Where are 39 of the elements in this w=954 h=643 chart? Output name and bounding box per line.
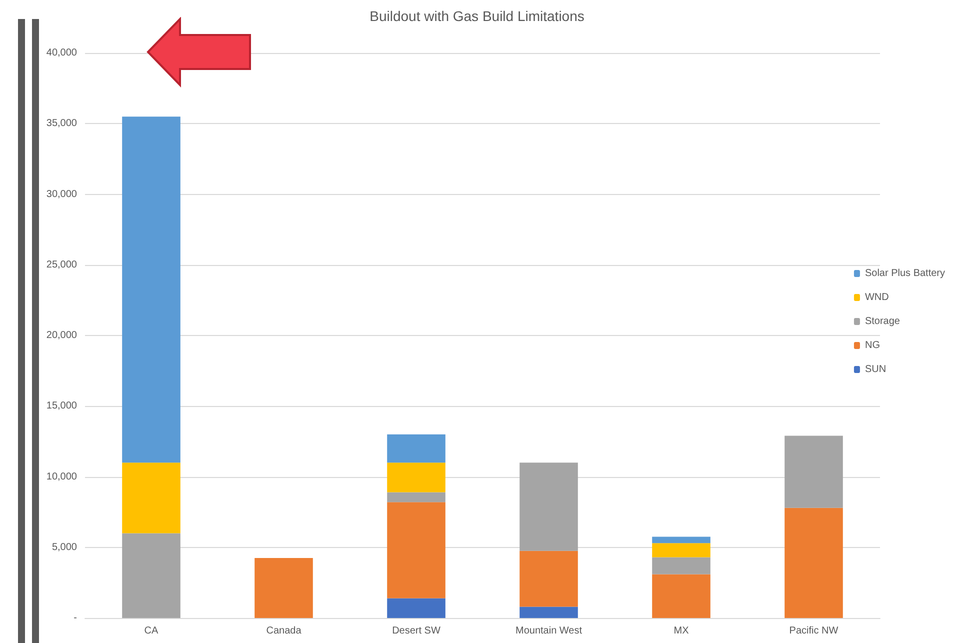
legend-label: NG — [864, 340, 880, 351]
legend-label: Solar Plus Battery — [864, 268, 946, 279]
legend-label: SUN — [864, 364, 886, 375]
y-tick-label: 25,000 — [46, 259, 78, 270]
y-tick-label: - — [74, 612, 77, 624]
bar — [122, 116, 180, 463]
bar — [122, 462, 180, 534]
chart-title: Buildout with Gas Build Limitations — [370, 8, 584, 24]
y-tick-label: 10,000 — [46, 471, 78, 482]
y-tick-label: 35,000 — [46, 118, 78, 130]
y-tick-label: 40,000 — [46, 48, 78, 58]
y-tick-label: 5,000 — [52, 542, 78, 553]
bar — [652, 557, 710, 574]
bar — [387, 502, 446, 598]
bar — [652, 543, 710, 558]
bar — [520, 550, 578, 607]
legend-label: Storage — [864, 316, 900, 327]
bar — [784, 508, 843, 618]
legend-label: WND — [864, 292, 889, 303]
y-tick-label: 30,000 — [46, 188, 78, 200]
x-tick-label: CA — [144, 626, 159, 636]
x-tick-label: Canada — [266, 626, 302, 636]
bar — [254, 558, 313, 618]
bar — [784, 436, 843, 508]
x-tick-label: Mountain West — [515, 626, 582, 636]
x-tick-label: MX — [674, 626, 690, 636]
bar — [520, 606, 578, 618]
y-tick-label: 15,000 — [46, 400, 78, 412]
bar — [387, 462, 446, 492]
bar — [387, 598, 446, 618]
bar — [652, 536, 710, 544]
bar — [387, 492, 446, 502]
bar — [387, 434, 446, 463]
bar — [122, 533, 180, 618]
x-tick-label: Pacific NW — [789, 626, 839, 636]
y-tick-label: 20,000 — [46, 330, 78, 341]
x-tick-label: Desert SW — [392, 626, 441, 636]
bar — [652, 574, 710, 618]
bar — [520, 462, 578, 551]
